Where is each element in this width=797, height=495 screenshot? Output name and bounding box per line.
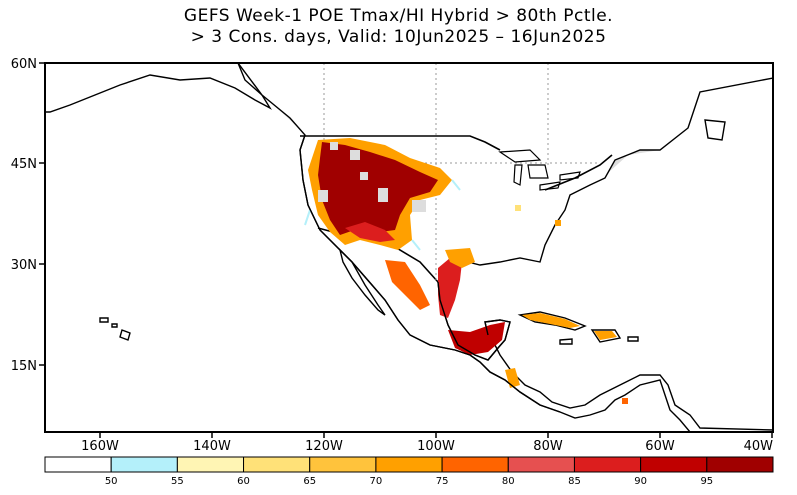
great-lakes: [498, 149, 581, 191]
lon-tick-label: 40W: [744, 439, 774, 454]
longitude-ticks: 160W 140W 120W 100W 80W 60W 40W: [81, 432, 773, 454]
lon-tick-label: 100W: [417, 439, 455, 454]
heat-cuba: [522, 313, 580, 328]
latitude-ticks: 60N 45N 30N 15N: [11, 57, 45, 374]
newfoundland: [704, 119, 726, 141]
colorbar-segment: [375, 456, 443, 473]
hawaii-islands: [99, 317, 118, 328]
colorbar-segment: [507, 456, 575, 473]
jamaica: [559, 338, 573, 345]
map-frame: [44, 62, 774, 433]
heat-texas-gulf: [438, 258, 462, 318]
colorbar-segment: [441, 456, 509, 473]
lon-tick-label: 140W: [193, 439, 231, 454]
hawaii-big-island: [119, 329, 131, 341]
heat-texas-gulf-orange: [445, 248, 475, 268]
heat-east-spot-2: [555, 220, 561, 226]
colorbar-label: 50: [105, 476, 118, 487]
colorbar-label: 55: [171, 476, 184, 487]
colorbar-label: 90: [634, 476, 647, 487]
heat-western-us-red: [345, 222, 395, 242]
lon-tick-label: 80W: [533, 439, 563, 454]
colorbar-label: 85: [568, 476, 581, 487]
colorbar-label: 65: [303, 476, 316, 487]
colorbar-label: 95: [700, 476, 713, 487]
alaska: [45, 63, 272, 113]
heat-mexico-interior: [385, 260, 430, 310]
colorbar-label: 70: [370, 476, 383, 487]
title-line-1: GEFS Week-1 POE Tmax/HI Hybrid > 80th Pc…: [183, 6, 614, 26]
lon-tick-label: 120W: [305, 439, 343, 454]
heat-low-edges: [304, 179, 461, 251]
colorbar-segment: [309, 456, 377, 473]
title-line-2: > 3 Cons. days, Valid: 10Jun2025 – 16Jun…: [190, 27, 607, 47]
colorbar-segment: [176, 456, 245, 473]
colorbar-segment: [243, 456, 311, 473]
colorbar-segment: [640, 456, 708, 473]
map-panel: [45, 63, 773, 432]
heat-hispaniola: [594, 331, 617, 340]
puerto-rico: [627, 336, 639, 342]
lat-tick-label: 45N: [11, 157, 37, 172]
missing-cells-west: [318, 142, 426, 212]
colorbar-segment: [573, 456, 642, 473]
lat-tick-label: 15N: [11, 359, 37, 374]
colorbar-segment: [44, 456, 112, 473]
baja-california: [338, 247, 386, 316]
map-title: GEFS Week-1 POE Tmax/HI Hybrid > 80th Pc…: [0, 6, 797, 48]
lon-tick-label: 60W: [645, 439, 675, 454]
coastline-overlay: [299, 134, 561, 413]
colorbar-segment: [706, 456, 774, 473]
colorbar-segment: [110, 456, 178, 473]
colorbar-label: 80: [502, 476, 515, 487]
colorbar-label: 75: [436, 476, 449, 487]
heat-south-america-spot: [622, 398, 628, 404]
lon-tick-label: 160W: [81, 439, 119, 454]
heat-east-spot: [515, 205, 521, 211]
lat-tick-label: 30N: [11, 258, 37, 273]
lat-tick-label: 60N: [11, 57, 37, 72]
colorbar: 50 55 60 65 70 75 80 85 90 95: [44, 456, 774, 487]
colorbar-label: 60: [237, 476, 250, 487]
